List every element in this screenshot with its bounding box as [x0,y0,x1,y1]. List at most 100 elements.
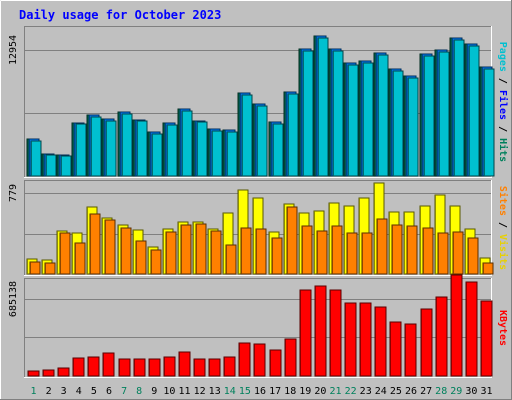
bar-kbytes-day-28 [435,296,448,377]
bar-pages-day-10 [166,124,178,177]
day-label-20: 20 [314,386,326,397]
bar-kbytes-day-10 [163,356,176,377]
bar-pages-day-16 [256,105,268,177]
bar-pages-day-12 [196,121,208,177]
bar-kbytes-day-12 [193,358,206,377]
legend-sites: Sites [497,186,509,216]
panel-1: 12954 Pages / Files / Hits [8,26,509,178]
bar-sites-day-25 [391,224,403,275]
day-label-4: 4 [76,386,82,397]
bar-kbytes-day-3 [57,367,70,377]
day-label-8: 8 [136,386,142,397]
legend-kbytes: KBytes [497,310,508,346]
bar-sites-day-16 [255,228,267,275]
bar-kbytes-day-18 [284,338,297,377]
legend-pages: Pages [497,42,508,72]
day-label-12: 12 [194,386,206,397]
bar-sites-day-17 [271,237,283,275]
bar-kbytes-day-11 [178,351,191,377]
bar-sites-day-23 [361,232,373,275]
day-label-26: 26 [405,386,417,397]
day-label-2: 2 [46,386,52,397]
panel-series-legend: Pages / Files / Hits [497,42,509,162]
day-label-1: 1 [30,386,36,397]
bar-kbytes-day-8 [133,358,146,377]
bar-pages-day-2 [45,154,57,177]
bar-sites-day-10 [165,231,177,275]
bar-pages-day-14 [226,131,238,177]
bar-pages-day-18 [287,93,299,177]
bar-kbytes-day-20 [314,285,327,377]
bar-pages-day-3 [60,155,72,177]
bar-sites-day-2 [44,262,56,275]
bar-pages-day-24 [377,54,389,177]
day-label-9: 9 [151,386,157,397]
bar-kbytes-day-7 [118,358,131,377]
day-label-15: 15 [239,386,251,397]
bar-kbytes-day-1 [27,370,40,377]
legend-separator: / [497,72,508,90]
bar-kbytes-day-5 [87,356,100,377]
legend-files: Files [497,90,509,120]
bar-pages-day-13 [211,130,223,177]
bar-pages-day-29 [453,39,465,177]
bar-kbytes-day-24 [374,306,387,377]
day-label-31: 31 [480,386,492,397]
chart-title: Daily usage for October 2023 [19,8,221,22]
bar-kbytes-day-21 [329,289,342,377]
bar-pages-day-8 [136,120,148,177]
day-label-5: 5 [91,386,97,397]
bar-sites-day-1 [29,261,41,275]
bar-sites-day-7 [120,227,132,275]
bar-kbytes-day-14 [223,356,236,377]
bar-kbytes-day-2 [42,369,55,377]
bar-sites-day-28 [437,232,449,275]
bar-pages-day-1 [30,140,42,177]
day-label-25: 25 [390,386,402,397]
bar-pages-day-21 [332,50,344,177]
legend-separator: / [497,120,508,138]
bar-sites-day-26 [406,225,418,275]
bar-pages-day-4 [75,123,87,177]
day-label-29: 29 [450,386,462,397]
day-label-6: 6 [106,386,112,397]
day-label-3: 3 [61,386,67,397]
legend-visits: Visits [497,234,509,270]
bar-pages-day-9 [151,133,163,177]
day-label-14: 14 [224,386,236,397]
bar-kbytes-day-6 [102,352,115,377]
bar-sites-day-8 [135,240,147,275]
day-label-28: 28 [435,386,447,397]
bar-kbytes-day-29 [450,274,463,377]
day-label-13: 13 [209,386,221,397]
legend-separator: / [497,216,508,234]
bar-kbytes-day-17 [269,349,282,377]
day-label-23: 23 [360,386,372,397]
bar-pages-day-25 [392,70,404,177]
day-label-21: 21 [329,386,341,397]
bar-kbytes-day-13 [208,358,221,377]
panel-3: 685138 KBytes [8,274,508,378]
bar-kbytes-day-23 [359,302,372,377]
day-label-10: 10 [163,386,175,397]
bar-pages-day-11 [181,110,193,177]
bar-pages-day-26 [407,77,419,177]
day-label-11: 11 [178,386,190,397]
bar-sites-day-9 [150,249,162,275]
bar-sites-day-24 [376,218,388,275]
bar-kbytes-day-9 [148,358,161,377]
panel-ytick-label: 12954 [8,35,19,65]
bar-pages-day-20 [317,37,329,177]
bar-kbytes-day-15 [238,342,251,377]
bar-sites-day-31 [482,262,494,275]
panel-2: 779 Sites / Visits [8,180,509,276]
day-label-7: 7 [121,386,127,397]
day-label-30: 30 [465,386,477,397]
bar-pages-day-5 [90,116,102,177]
bar-kbytes-day-22 [344,302,357,377]
bar-pages-day-15 [241,94,253,177]
day-label-18: 18 [284,386,296,397]
bar-kbytes-day-4 [72,357,85,377]
